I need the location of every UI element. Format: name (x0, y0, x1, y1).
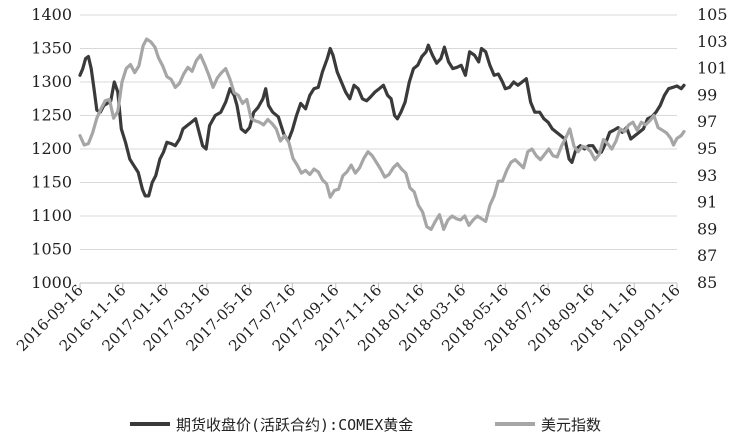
left-y-tick-label: 1350 (31, 39, 72, 58)
right-y-tick-label: 105 (697, 5, 728, 24)
right-y-tick-label: 95 (697, 139, 717, 158)
left-y-tick-label: 1000 (31, 273, 72, 292)
left-y-tick-label: 1400 (31, 5, 72, 24)
left-y-tick-label: 1100 (31, 206, 72, 225)
x-axis-ticks: 2016-09-162016-11-162017-01-162017-03-16… (13, 281, 684, 355)
series-line-comex-gold (78, 43, 686, 198)
left-y-tick-label: 1050 (31, 240, 72, 259)
right-y-tick-label: 103 (697, 32, 728, 51)
right-y-tick-label: 101 (697, 59, 728, 78)
right-y-axis-ticks: 85 87 89 91 93 95 97 99 101 103 105 (697, 5, 728, 292)
right-y-tick-label: 87 (697, 246, 717, 265)
legend-label-comex-gold: 期货收盘价(活跃合约):COMEX黄金 (176, 416, 413, 434)
left-y-tick-label: 1250 (31, 106, 72, 125)
left-y-tick-label: 1150 (31, 173, 72, 192)
left-y-tick-label: 1300 (31, 72, 72, 91)
horizontal-gridlines (80, 14, 677, 250)
right-y-tick-label: 85 (697, 273, 717, 292)
right-y-tick-label: 91 (697, 193, 717, 212)
legend-label-dollar-index: 美元指数 (541, 416, 601, 434)
series-lines (78, 37, 686, 231)
series-line-dollar-index (78, 37, 686, 231)
right-y-tick-label: 97 (697, 112, 717, 131)
left-y-tick-label: 1200 (31, 139, 72, 158)
right-y-tick-label: 93 (697, 166, 717, 185)
legend: 期货收盘价(活跃合约):COMEX黄金 美元指数 (130, 416, 601, 434)
right-y-tick-label: 89 (697, 219, 717, 238)
left-y-axis-ticks: 1000 1050 1100 1150 1200 1250 1300 1350 1400 (31, 5, 72, 292)
right-y-tick-label: 99 (697, 85, 717, 104)
